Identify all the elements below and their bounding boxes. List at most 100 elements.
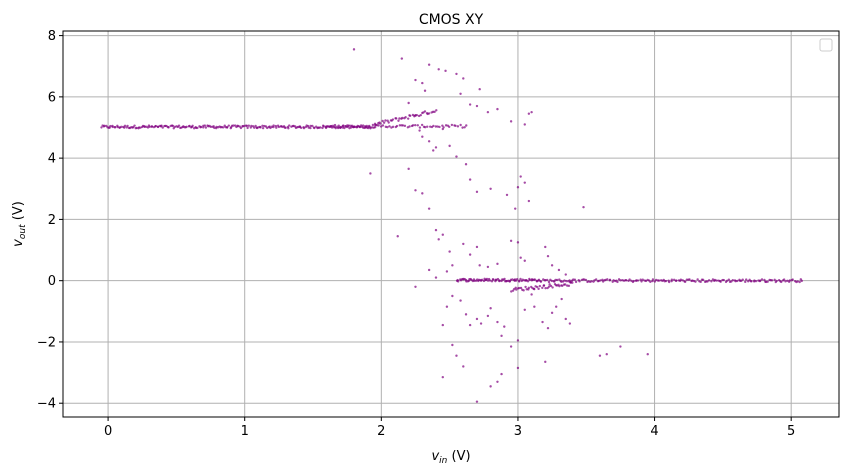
data-point: [427, 207, 431, 210]
data-point: [664, 279, 668, 283]
data-point: [475, 104, 479, 108]
data-point: [535, 285, 539, 289]
data-point: [519, 256, 522, 259]
data-point: [509, 345, 513, 348]
data-point: [468, 103, 472, 106]
data-point: [509, 120, 513, 123]
data-point: [455, 72, 458, 76]
data-point: [694, 280, 697, 283]
data-point: [398, 117, 401, 120]
data-point: [421, 81, 424, 85]
data-point: [331, 124, 335, 128]
data-point: [247, 124, 251, 127]
data-point: [533, 287, 536, 291]
data-point: [546, 254, 550, 258]
data-point: [414, 123, 417, 127]
data-point: [177, 124, 181, 127]
data-point: [398, 124, 401, 127]
data-point: [528, 278, 531, 282]
data-point: [766, 280, 769, 283]
data-point: [421, 192, 424, 195]
data-point: [111, 125, 114, 129]
data-point: [459, 92, 462, 96]
data-point: [150, 125, 154, 128]
data-point: [510, 290, 513, 293]
data-point: [423, 89, 427, 92]
data-point: [374, 123, 378, 127]
data-point: [530, 110, 533, 114]
data-point: [459, 123, 462, 127]
data-point: [133, 124, 136, 127]
data-point: [788, 279, 792, 282]
data-point: [722, 278, 725, 282]
data-point: [427, 112, 431, 115]
data-point: [641, 278, 644, 281]
data-point: [120, 125, 123, 129]
data-point: [500, 372, 503, 376]
data-point: [213, 126, 216, 130]
data-point: [185, 125, 188, 128]
data-point: [561, 284, 564, 287]
data-point: [423, 110, 427, 113]
data-point: [441, 127, 444, 131]
data-point: [191, 124, 194, 128]
data-point: [361, 126, 365, 129]
data-point: [400, 57, 404, 60]
data-point: [533, 278, 537, 281]
data-point: [594, 278, 598, 281]
data-point: [496, 380, 499, 383]
data-point: [391, 118, 395, 121]
data-point: [432, 149, 435, 152]
data-point: [608, 278, 612, 282]
x-tick-label: 5: [787, 424, 795, 439]
data-point: [590, 280, 593, 283]
data-point: [381, 119, 384, 123]
y-tick-label: 6: [48, 90, 56, 105]
data-point: [796, 280, 799, 283]
data-point: [143, 125, 146, 128]
data-point: [327, 125, 330, 128]
data-point: [359, 124, 363, 127]
data-point: [619, 279, 622, 282]
y-axis-unit: (V): [11, 201, 26, 224]
data-point: [675, 279, 678, 282]
data-point: [719, 280, 722, 283]
data-point: [574, 280, 578, 284]
data-point: [479, 322, 483, 325]
data-point: [456, 280, 460, 283]
data-point: [441, 323, 444, 327]
data-point: [364, 126, 367, 129]
data-point: [584, 278, 588, 282]
data-point: [578, 280, 581, 283]
data-point: [114, 126, 117, 129]
data-point: [649, 280, 652, 284]
data-point: [750, 280, 753, 283]
data-point: [488, 279, 492, 282]
data-point: [148, 125, 151, 129]
data-point: [171, 124, 175, 128]
data-point: [239, 126, 243, 130]
data-point: [418, 129, 421, 132]
data-point: [632, 279, 635, 283]
data-point: [388, 125, 391, 128]
data-point: [727, 278, 731, 281]
data-point: [455, 155, 458, 158]
x-axis-label: vin (V): [431, 449, 470, 466]
data-point: [100, 126, 103, 129]
data-point: [791, 278, 794, 281]
data-point: [302, 126, 306, 130]
data-point: [352, 48, 356, 51]
data-point: [524, 285, 527, 289]
data-point: [782, 278, 786, 281]
data-point: [232, 124, 235, 127]
data-point: [451, 264, 454, 267]
data-point: [699, 280, 702, 284]
data-point: [523, 308, 526, 311]
data-point: [646, 353, 649, 356]
data-point: [503, 325, 506, 328]
data-point: [773, 278, 776, 282]
data-point: [109, 124, 112, 128]
data-point: [517, 280, 521, 283]
data-point: [546, 278, 549, 282]
data-point: [486, 110, 490, 114]
